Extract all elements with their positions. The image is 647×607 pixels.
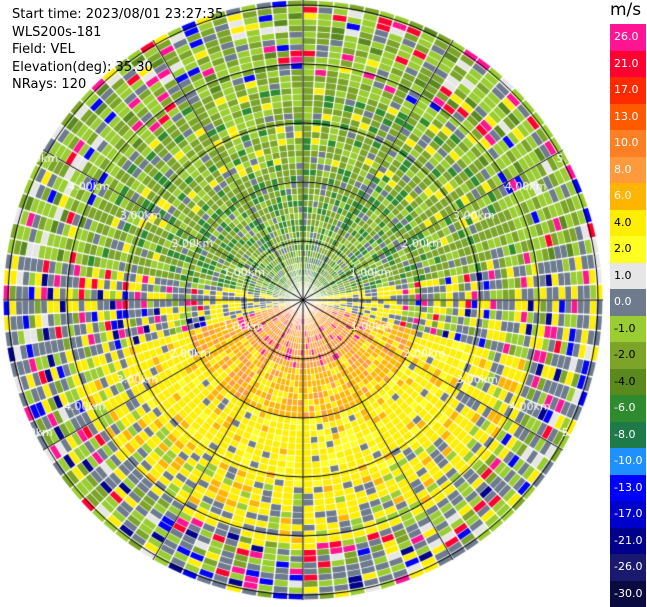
colorbar-segment: -10.0 bbox=[610, 448, 646, 475]
colorbar-segment: -4.0 bbox=[610, 368, 646, 395]
colorbar-segment: 17.0 bbox=[610, 77, 646, 104]
colorbar-segment: -30.0 bbox=[610, 580, 646, 607]
colorbar-tick-label: -2.0 bbox=[614, 348, 636, 361]
scan-info: Start time: 2023/08/01 23:27:35 WLS200s-… bbox=[12, 6, 223, 94]
colorbar-segment: 26.0 bbox=[610, 24, 646, 51]
colorbar-tick-label: -13.0 bbox=[614, 480, 643, 494]
colorbar-tick-label: -8.0 bbox=[614, 427, 636, 441]
colorbar-tick-label: -26.0 bbox=[614, 560, 643, 573]
colorbar-tick-label: 2.0 bbox=[614, 242, 632, 255]
colorbar-segment: 21.0 bbox=[610, 50, 646, 77]
colorbar-tick-label: -4.0 bbox=[614, 374, 636, 388]
colorbar-segment: 0.0 bbox=[610, 289, 646, 316]
colorbar-segment: 4.0 bbox=[610, 209, 646, 236]
colorbar-segment: -26.0 bbox=[610, 554, 646, 581]
colorbar-tick-label: -1.0 bbox=[614, 321, 636, 335]
colorbar-segment: 13.0 bbox=[610, 103, 646, 130]
colorbar-segment: -1.0 bbox=[610, 315, 646, 342]
colorbar-segment: 8.0 bbox=[610, 156, 646, 183]
colorbar-tick-label: -6.0 bbox=[614, 401, 636, 414]
colorbar-segment: -6.0 bbox=[610, 395, 646, 422]
colorbar-segment: 2.0 bbox=[610, 236, 646, 263]
colorbar-tick-label: 6.0 bbox=[614, 189, 632, 202]
colorbar-tick-label: 26.0 bbox=[614, 30, 639, 43]
colorbar-segment: -2.0 bbox=[610, 342, 646, 369]
colorbar-tick-label: 1.0 bbox=[614, 268, 632, 282]
colorbar-segment: -17.0 bbox=[610, 501, 646, 528]
colorbar-segment: -13.0 bbox=[610, 474, 646, 501]
nrays-text: NRays: 120 bbox=[12, 77, 87, 92]
colorbar-tick-label: 13.0 bbox=[614, 109, 639, 123]
velocity-colorbar: 26.0 21.0 17.0 13.0 10.0 8.0 6.0 4.0 2.0 1.0 0.0 -1… bbox=[610, 24, 646, 607]
colorbar-segment: 10.0 bbox=[610, 130, 646, 157]
colorbar-tick-label: 8.0 bbox=[614, 162, 632, 176]
colorbar-segment: 1.0 bbox=[610, 262, 646, 289]
colorbar-tick-label: -10.0 bbox=[614, 454, 643, 467]
field-text: Field: VEL bbox=[12, 42, 75, 57]
colorbar-tick-label: 17.0 bbox=[614, 83, 639, 96]
colorbar-tick-label: -21.0 bbox=[614, 533, 643, 547]
elevation-text: Elevation(deg): 35.30 bbox=[12, 59, 153, 75]
instrument-text: WLS200s-181 bbox=[12, 24, 102, 40]
colorbar-segment: 6.0 bbox=[610, 183, 646, 210]
start-time-text: Start time: 2023/08/01 23:27:35 bbox=[12, 7, 224, 22]
colorbar-tick-label: 10.0 bbox=[614, 136, 639, 149]
colorbar-tick-label: 4.0 bbox=[614, 215, 632, 229]
colorbar-tick-label: -17.0 bbox=[614, 507, 643, 520]
colorbar-segment: -8.0 bbox=[610, 421, 646, 448]
colorbar-tick-label: 21.0 bbox=[614, 56, 639, 70]
colorbar-unit: m/s bbox=[610, 0, 642, 20]
colorbar-tick-label: 0.0 bbox=[614, 295, 632, 308]
colorbar-segment: -21.0 bbox=[610, 527, 646, 554]
colorbar-tick-label: -30.0 bbox=[614, 586, 643, 600]
